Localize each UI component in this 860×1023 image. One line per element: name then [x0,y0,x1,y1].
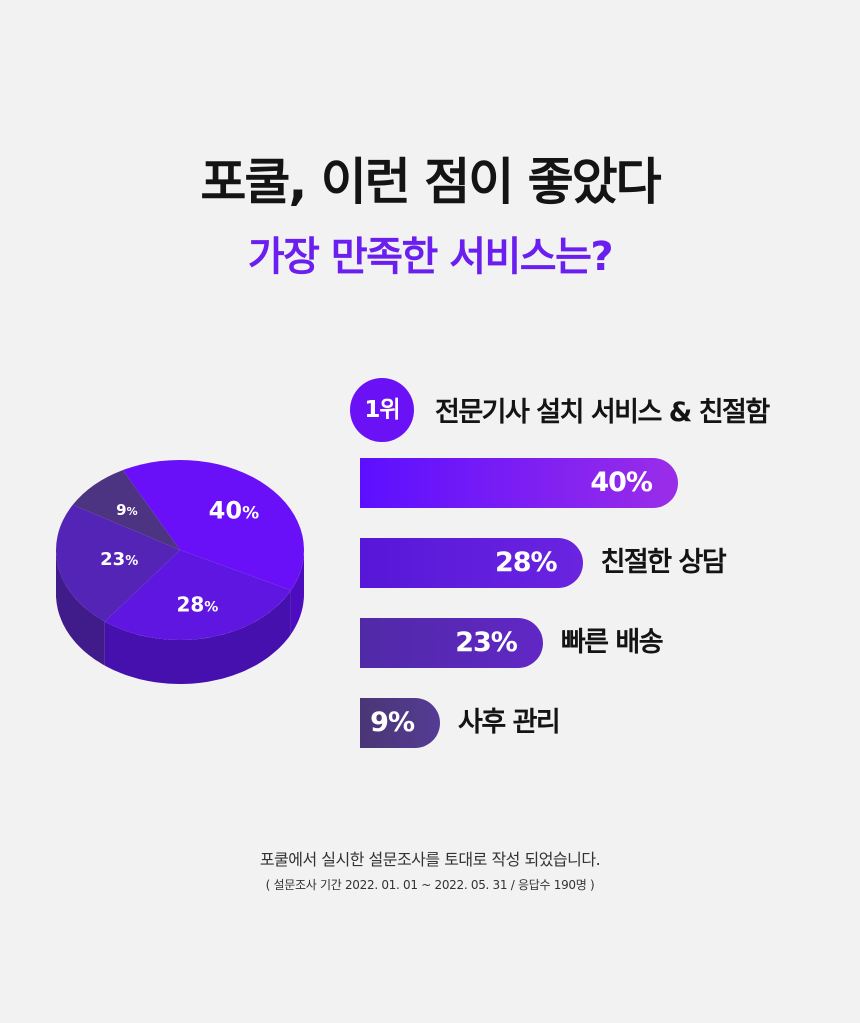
pie-side-delivery [56,550,105,666]
pie-label-delivery: 23% [100,549,138,570]
pie-side-installation [290,550,304,635]
pie-slice-consultation [104,550,291,641]
pie-side-consultation [104,590,291,684]
pie-slice-installation [122,459,304,591]
pie-chart: 40% 28% 23% 9% [55,459,304,684]
pie-slice-delivery [55,504,181,622]
pie-label-aftercare: 9% [116,501,137,519]
bar-installation: 40% [360,458,678,508]
survey-period: ( 설문조사 기간 2022. 01. 01 ~ 2022. 05. 31 / … [265,878,595,892]
bar-aftercare: 9% [360,698,440,748]
pie-label-consultation: 28% [176,592,218,616]
bar-delivery: 23% [360,618,543,668]
page-title: 포쿨, 이런 점이 좋았다 [200,153,661,211]
bar-consultation: 28% [360,538,583,588]
bar-label-1: 전문기사 설치 서비스 & 친절함 [435,397,770,428]
pie-slice-aftercare [72,470,180,550]
bar-label-delivery: 빠른 배송 [560,627,664,658]
survey-note: 포쿨에서 실시한 설문조사를 토대로 작성 되었습니다. [259,850,601,869]
page-subtitle: 가장 만족한 서비스는? [247,234,614,280]
bar-label-aftercare: 사후 관리 [458,707,561,738]
pie-label-installation: 40% [209,497,259,525]
rank-badge: 1위 [350,378,414,442]
bar-label-consultation: 친절한 상담 [600,547,727,578]
